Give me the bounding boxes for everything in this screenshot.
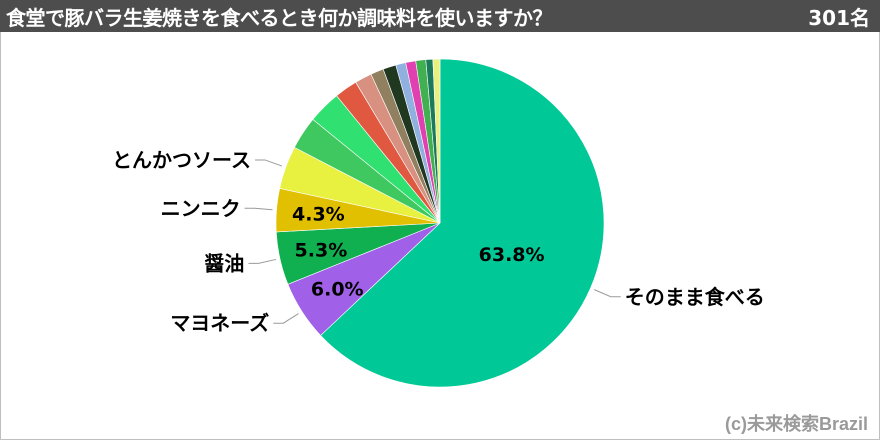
copyright-credit: (c)未来検索Brazil (724, 414, 868, 434)
slice-value-label-3: 4.3% (292, 203, 345, 225)
slice-category-label-3: ニンニク (161, 196, 241, 220)
leader-line-4 (255, 159, 283, 167)
slice-category-label-4: とんかつソース (112, 148, 251, 172)
slice-value-label-1: 6.0% (311, 279, 364, 301)
chart-title: 食堂で豚バラ生姜焼きを食べるとき何か調味料を使いますか？ (6, 5, 553, 30)
slice-category-label-0: そのまま食べる (625, 285, 765, 309)
pie-slice-0 (320, 58, 605, 388)
pie-slice-15 (432, 58, 441, 224)
leader-line-3 (244, 207, 273, 211)
leader-line-0 (594, 289, 621, 298)
slice-value-label-0: 63.8% (479, 244, 545, 266)
slice-value-label-2: 5.3% (295, 239, 348, 261)
leader-line-2 (248, 258, 277, 264)
slice-category-label-1: マヨネーズ (170, 311, 269, 335)
respondent-count: 301名 (808, 5, 870, 30)
leader-line-1 (273, 313, 299, 324)
chart-header: 食堂で豚バラ生姜焼きを食べるとき何か調味料を使いますか？ 301名 (0, 0, 880, 32)
slice-category-label-2: 醤油 (204, 251, 244, 275)
